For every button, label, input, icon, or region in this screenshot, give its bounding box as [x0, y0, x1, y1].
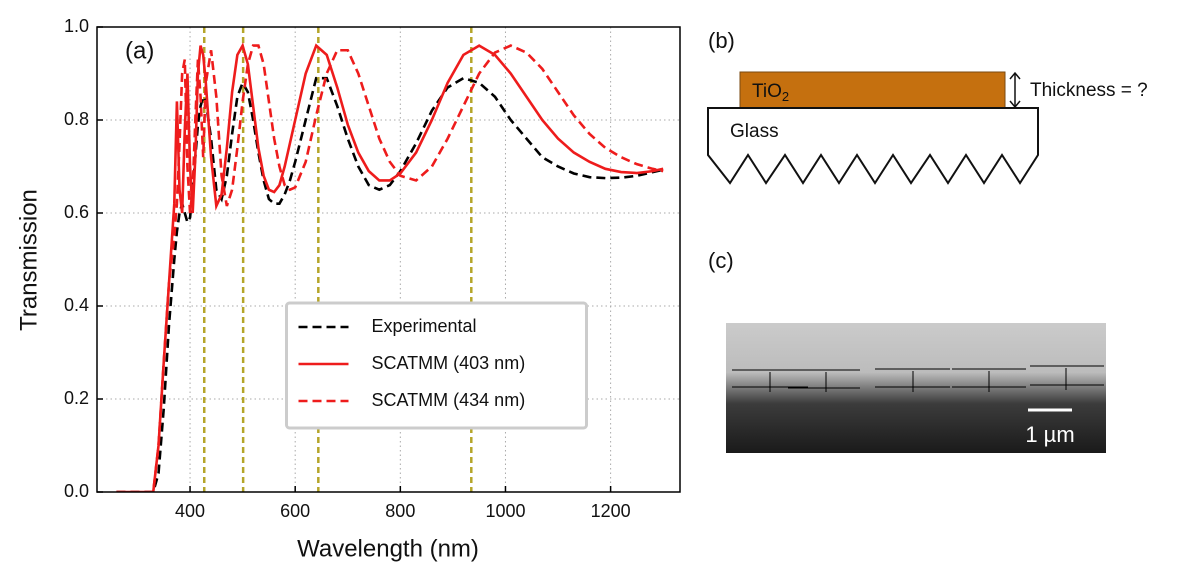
- plot-area: 0.0 0.2 0.4 0.6 0.8 1.0 400 600 800 1000 1200 Exper…: [64, 16, 681, 521]
- plot-frame: [96, 26, 681, 493]
- x-tick-label: 400: [175, 501, 205, 521]
- y-axis-label: Transmission: [15, 189, 42, 331]
- y-tick-label: 1.0: [64, 16, 89, 36]
- series-group: [116, 27, 664, 492]
- legend-label: SCATMM (403 nm): [372, 353, 526, 373]
- substrate-label: Glass: [730, 121, 779, 142]
- tio2-layer: [739, 71, 1006, 109]
- film-label: TiO2: [752, 81, 789, 104]
- x-tick-label: 1000: [485, 501, 525, 521]
- x-axis-label: Wavelength (nm): [297, 535, 479, 562]
- legend-label: SCATMM (434 nm): [372, 390, 526, 410]
- thickness-label: Thickness = ?: [1030, 80, 1148, 101]
- legend-frame: [285, 301, 588, 430]
- y-tick-label: 0.2: [64, 388, 89, 408]
- x-tick-label: 600: [280, 501, 310, 521]
- y-tick-label: 0.4: [64, 295, 89, 315]
- y-tick-label: 0.0: [64, 481, 89, 501]
- panel-label: (c): [708, 248, 734, 273]
- x-tick-label: 1200: [591, 501, 631, 521]
- panel-label: (b): [708, 28, 735, 53]
- legend-label: Experimental: [372, 316, 477, 336]
- x-tick-label: 800: [385, 501, 415, 521]
- y-tick-label: 0.8: [64, 109, 89, 129]
- series-line: [116, 44, 664, 492]
- panel-label: (a): [125, 37, 154, 64]
- scale-bar-label: 1 µm: [1025, 422, 1074, 447]
- thickness-markers: [732, 365, 1104, 392]
- series-line: [116, 76, 664, 492]
- thickness-arrow: [1009, 71, 1021, 109]
- glass-substrate: [707, 107, 1039, 185]
- y-tick-label: 0.6: [64, 202, 89, 222]
